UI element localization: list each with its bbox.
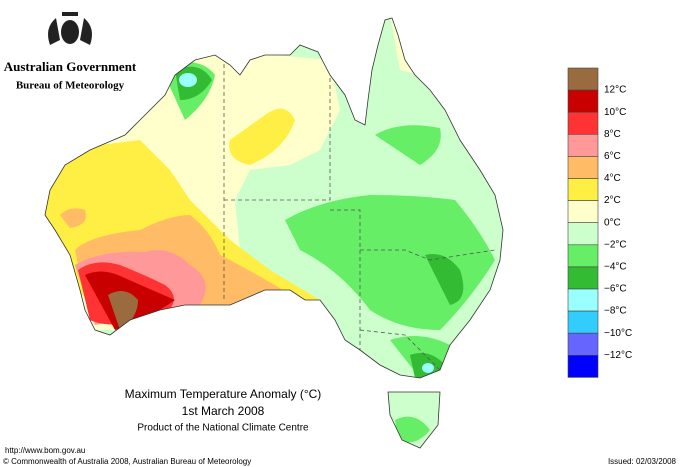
legend-label: 0°C bbox=[604, 217, 621, 228]
legend-swatch bbox=[567, 134, 599, 157]
legend-label: −12°C bbox=[604, 350, 632, 361]
legend-swatch bbox=[567, 222, 599, 246]
legend-label: 8°C bbox=[604, 129, 621, 140]
legend-label: −10°C bbox=[604, 328, 632, 339]
region bbox=[285, 195, 495, 330]
state-borders bbox=[223, 40, 496, 371]
legend-swatch bbox=[567, 354, 599, 378]
legend-label: 2°C bbox=[604, 195, 621, 206]
legend-swatch bbox=[567, 67, 599, 91]
region bbox=[375, 125, 441, 165]
legend-swatch bbox=[567, 156, 599, 179]
government-title: Australian Government bbox=[4, 59, 137, 74]
coastline bbox=[44, 17, 504, 449]
legend-swatch bbox=[567, 244, 599, 268]
legend-label: 10°C bbox=[604, 107, 626, 118]
map-date: 1st March 2008 bbox=[182, 404, 265, 418]
map-product: Product of the National Climate Centre bbox=[137, 423, 309, 434]
region bbox=[60, 208, 86, 228]
legend-swatch bbox=[567, 200, 599, 224]
legend-label: −6°C bbox=[604, 284, 627, 295]
legend-label: −8°C bbox=[604, 306, 627, 317]
issued: Issued: 02/03/2008 bbox=[608, 457, 677, 466]
region bbox=[395, 416, 430, 443]
legend-label: −4°C bbox=[604, 262, 627, 273]
region bbox=[229, 108, 295, 165]
bureau-title: Bureau of Meteorology bbox=[16, 80, 125, 92]
coat-of-arms bbox=[48, 12, 92, 45]
map-title: Maximum Temperature Anomaly (°C) bbox=[125, 387, 322, 401]
legend-swatch bbox=[567, 310, 599, 334]
legend-swatch bbox=[567, 111, 599, 135]
legend-swatch bbox=[567, 266, 599, 290]
legend-swatch bbox=[567, 89, 599, 113]
copyright: © Commonwealth of Australia 2008, Austra… bbox=[3, 457, 251, 466]
url[interactable]: http://www.bom.gov.au bbox=[5, 446, 85, 455]
legend-swatch bbox=[567, 332, 599, 356]
legend-label: −2°C bbox=[604, 239, 627, 250]
legend-swatch bbox=[567, 178, 599, 201]
region bbox=[422, 363, 434, 373]
legend-label: 6°C bbox=[604, 151, 621, 162]
legend-label: 12°C bbox=[604, 85, 626, 96]
region bbox=[179, 73, 197, 87]
legend-label: 4°C bbox=[604, 173, 621, 184]
legend: 12°C 10°C 8°C 6°C 4°C 2°C 0°C −2°C −4°C −6°C −8°C −… bbox=[567, 67, 632, 378]
region bbox=[425, 254, 464, 305]
legend-swatch bbox=[567, 288, 599, 312]
